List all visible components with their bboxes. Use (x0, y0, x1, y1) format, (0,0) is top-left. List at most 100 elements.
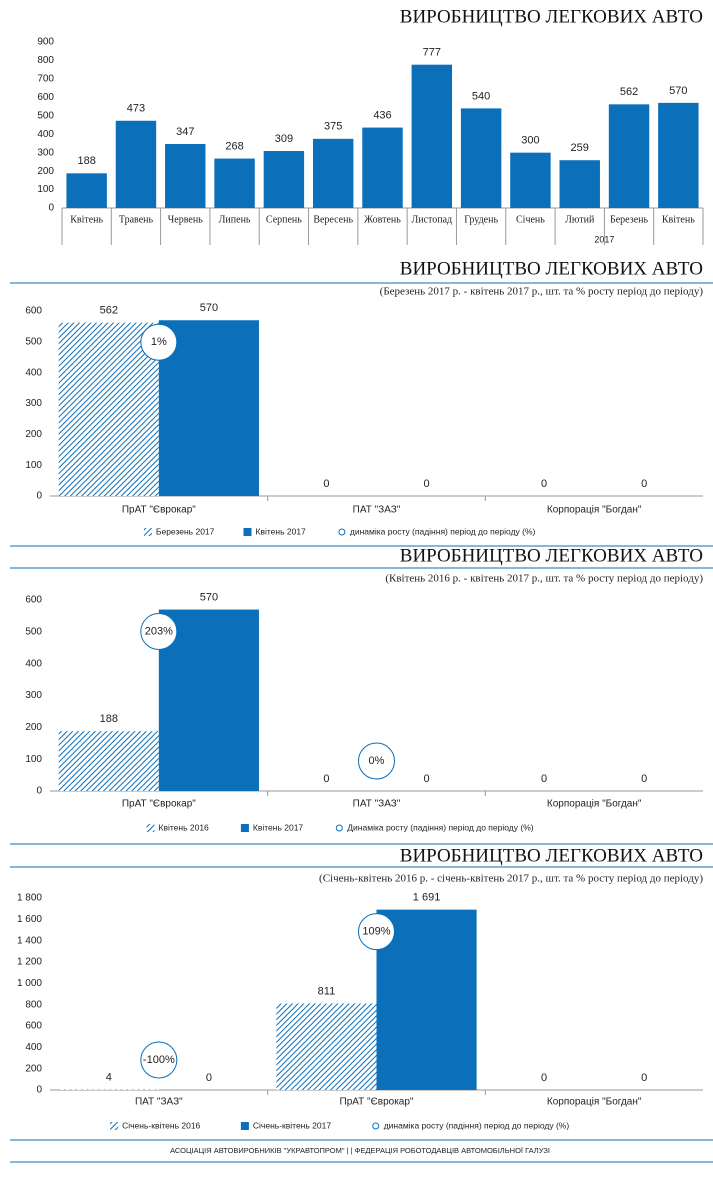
x-tick-label: Грудень (464, 214, 498, 225)
value-label: 811 (318, 985, 336, 997)
value-label: 436 (373, 109, 391, 121)
y-tick-label: 600 (25, 595, 42, 606)
growth-marker (358, 913, 395, 951)
value-label: 4 (106, 1071, 112, 1083)
bar (559, 160, 600, 208)
legend-marker (338, 528, 346, 536)
value-label: 0 (641, 478, 647, 490)
value-label: 0 (641, 773, 647, 785)
y-tick-label: 1 400 (17, 935, 42, 946)
chart-title: ВИРОБНИЦТВО ЛЕГКОВИХ АВТО (400, 845, 703, 866)
chart-subtitle: (Квітень 2016 р. - квітень 2017 р., шт. … (385, 573, 703, 585)
y-tick-label: 400 (25, 658, 42, 669)
y-tick-label: 0 (36, 491, 42, 502)
y-tick-label: 400 (25, 367, 42, 378)
value-label: 375 (324, 121, 342, 133)
y-tick-label: 300 (37, 147, 54, 158)
legend-label: Квітень 2017 (256, 526, 307, 536)
y-tick-label: 800 (37, 55, 54, 66)
y-tick-label: 500 (25, 626, 42, 637)
legend-label: Січень-квітень 2016 (122, 1120, 200, 1130)
x-tick-label: Лютий (565, 214, 595, 225)
legend-label: Квітень 2017 (253, 822, 304, 832)
y-tick-label: 0 (36, 786, 42, 797)
y-tick-label: 400 (37, 129, 54, 140)
value-label: 777 (423, 47, 441, 59)
growth-label: -100% (143, 1054, 175, 1066)
y-tick-label: 800 (25, 999, 42, 1010)
value-label: 268 (225, 140, 243, 152)
y-tick-label: 200 (25, 1063, 42, 1074)
legend-marker (243, 528, 252, 536)
footer: АСОЦІАЦІЯ АВТОВИРОБНИКІВ "УКРАВТОПРОМ" |… (170, 1146, 550, 1155)
legend-label: Динаміка росту (падіння) період до періо… (347, 822, 533, 832)
x-tick-label: ПрАТ "Єврокар" (340, 1097, 414, 1108)
value-label: 0 (424, 478, 430, 490)
value-label: 0 (541, 1072, 547, 1084)
x-tick-label: ПАТ "ЗАЗ" (353, 505, 401, 516)
y-tick-label: 0 (48, 203, 54, 214)
x-tick-label: Корпорація "Богдан" (547, 505, 642, 516)
bar (214, 158, 255, 208)
bar (312, 138, 354, 208)
legend-label: Квітень 2016 (159, 822, 210, 832)
y-tick-label: 700 (37, 74, 54, 85)
y-tick-label: 1 200 (17, 957, 42, 968)
growth-marker (140, 1041, 178, 1079)
x-tick-label: Липень (219, 214, 251, 225)
value-label: 0 (541, 773, 547, 785)
bar (58, 322, 159, 496)
value-label: 0 (541, 478, 547, 490)
x-tick-label: Листопад (411, 214, 452, 225)
y-tick-label: 1 000 (17, 978, 42, 989)
y-tick-label: 100 (25, 754, 42, 765)
bar (362, 127, 403, 208)
chart-title: ВИРОБНИЦТВО ЛЕГКОВИХ АВТО (400, 545, 703, 566)
bar (58, 731, 159, 791)
group-label: 2017 (594, 234, 614, 244)
bar (276, 1003, 377, 1090)
value-label: 188 (77, 155, 95, 167)
value-label: 0 (323, 773, 329, 785)
legend-marker (146, 824, 155, 832)
x-tick-label: Вересень (313, 214, 353, 225)
value-label: 473 (127, 103, 145, 115)
bar (66, 173, 107, 208)
value-label: 0 (323, 478, 329, 490)
y-tick-label: 400 (25, 1042, 42, 1053)
legend-marker (110, 1122, 119, 1130)
legend-marker (372, 1122, 380, 1130)
bar (376, 909, 477, 1090)
y-tick-label: 200 (25, 429, 42, 440)
bar (658, 102, 699, 208)
value-label: 259 (571, 142, 589, 154)
x-tick-label: Травень (119, 214, 154, 225)
legend-label: динаміка росту (падіння) період до періо… (384, 1120, 570, 1130)
y-tick-label: 600 (25, 306, 42, 317)
bar (158, 609, 259, 791)
growth-label: 109% (362, 926, 390, 938)
y-tick-label: 600 (25, 1021, 42, 1032)
value-label: 562 (100, 305, 118, 317)
x-tick-label: Січень (516, 214, 545, 225)
x-tick-label: ПАТ "ЗАЗ" (353, 799, 401, 810)
chart-title: ВИРОБНИЦТВО ЛЕГКОВИХ АВТО (400, 258, 703, 279)
growth-marker (140, 323, 178, 361)
value-label: 300 (521, 135, 539, 147)
y-tick-label: 200 (37, 166, 54, 177)
x-tick-label: Жовтень (364, 214, 401, 225)
growth-label: 0% (369, 755, 385, 767)
y-tick-label: 500 (25, 336, 42, 347)
legend-label: Січень-квітень 2017 (253, 1120, 331, 1130)
growth-label: 1% (151, 336, 167, 348)
x-tick-label: Червень (168, 214, 203, 225)
y-tick-label: 100 (25, 460, 42, 471)
value-label: 347 (176, 126, 194, 138)
legend-marker (240, 824, 249, 832)
y-tick-label: 200 (25, 722, 42, 733)
bar (510, 152, 551, 208)
value-label: 570 (669, 85, 687, 97)
x-tick-label: Березень (610, 214, 648, 225)
chart-subtitle: (Січень-квітень 2016 р. - січень-квітень… (319, 873, 703, 885)
